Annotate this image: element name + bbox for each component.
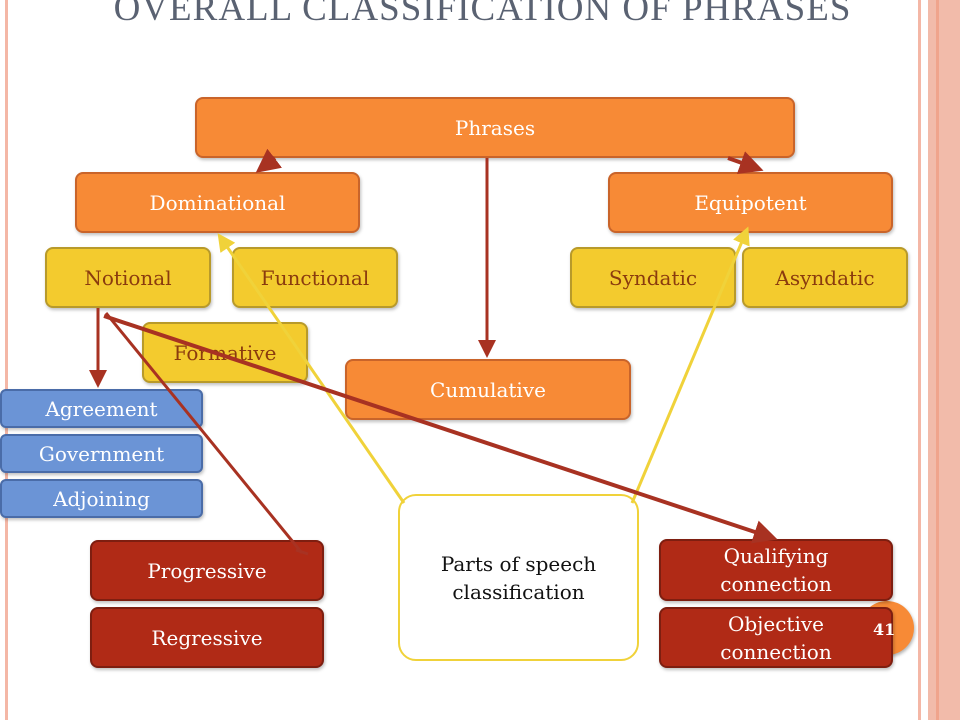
- node-functional: Functional: [232, 247, 398, 308]
- arrow-notional-progressive: [104, 312, 304, 554]
- node-qualifying-connection: Qualifying connection: [659, 539, 893, 601]
- node-equipotent: Equipotent: [608, 172, 893, 233]
- node-agreement: Agreement: [0, 389, 203, 428]
- right-stripe: [928, 0, 960, 720]
- node-dominational: Dominational: [75, 172, 360, 233]
- arrow-notional-qualifying: [103, 314, 778, 544]
- node-progressive: Progressive: [90, 540, 324, 601]
- node-phrases: Phrases: [195, 97, 795, 158]
- node-government: Government: [0, 434, 203, 473]
- slide-title: OVERALL CLASSIFICATION OF PHRASES: [113, 0, 852, 29]
- arrow-phrases-dominational: [255, 148, 282, 173]
- arrow-yellow-equipotent: [630, 226, 750, 504]
- right-border: [918, 0, 921, 720]
- node-objective-connection: Objective connection: [659, 607, 893, 668]
- node-notional: Notional: [45, 247, 211, 308]
- page-number: 41: [873, 620, 896, 639]
- left-border: [5, 0, 8, 720]
- arrow-phrases-equipotent: [727, 151, 764, 174]
- node-regressive: Regressive: [90, 607, 324, 668]
- node-syndatic: Syndatic: [570, 247, 736, 308]
- node-parts-of-speech: Parts of speech classification: [398, 494, 639, 661]
- arrow-progressive-tick: [295, 548, 309, 556]
- node-adjoining: Adjoining: [0, 479, 203, 518]
- node-asyndatic: Asyndatic: [742, 247, 908, 308]
- arrow-yellow-dominational: [217, 233, 406, 504]
- right-stripe-line: [936, 0, 939, 720]
